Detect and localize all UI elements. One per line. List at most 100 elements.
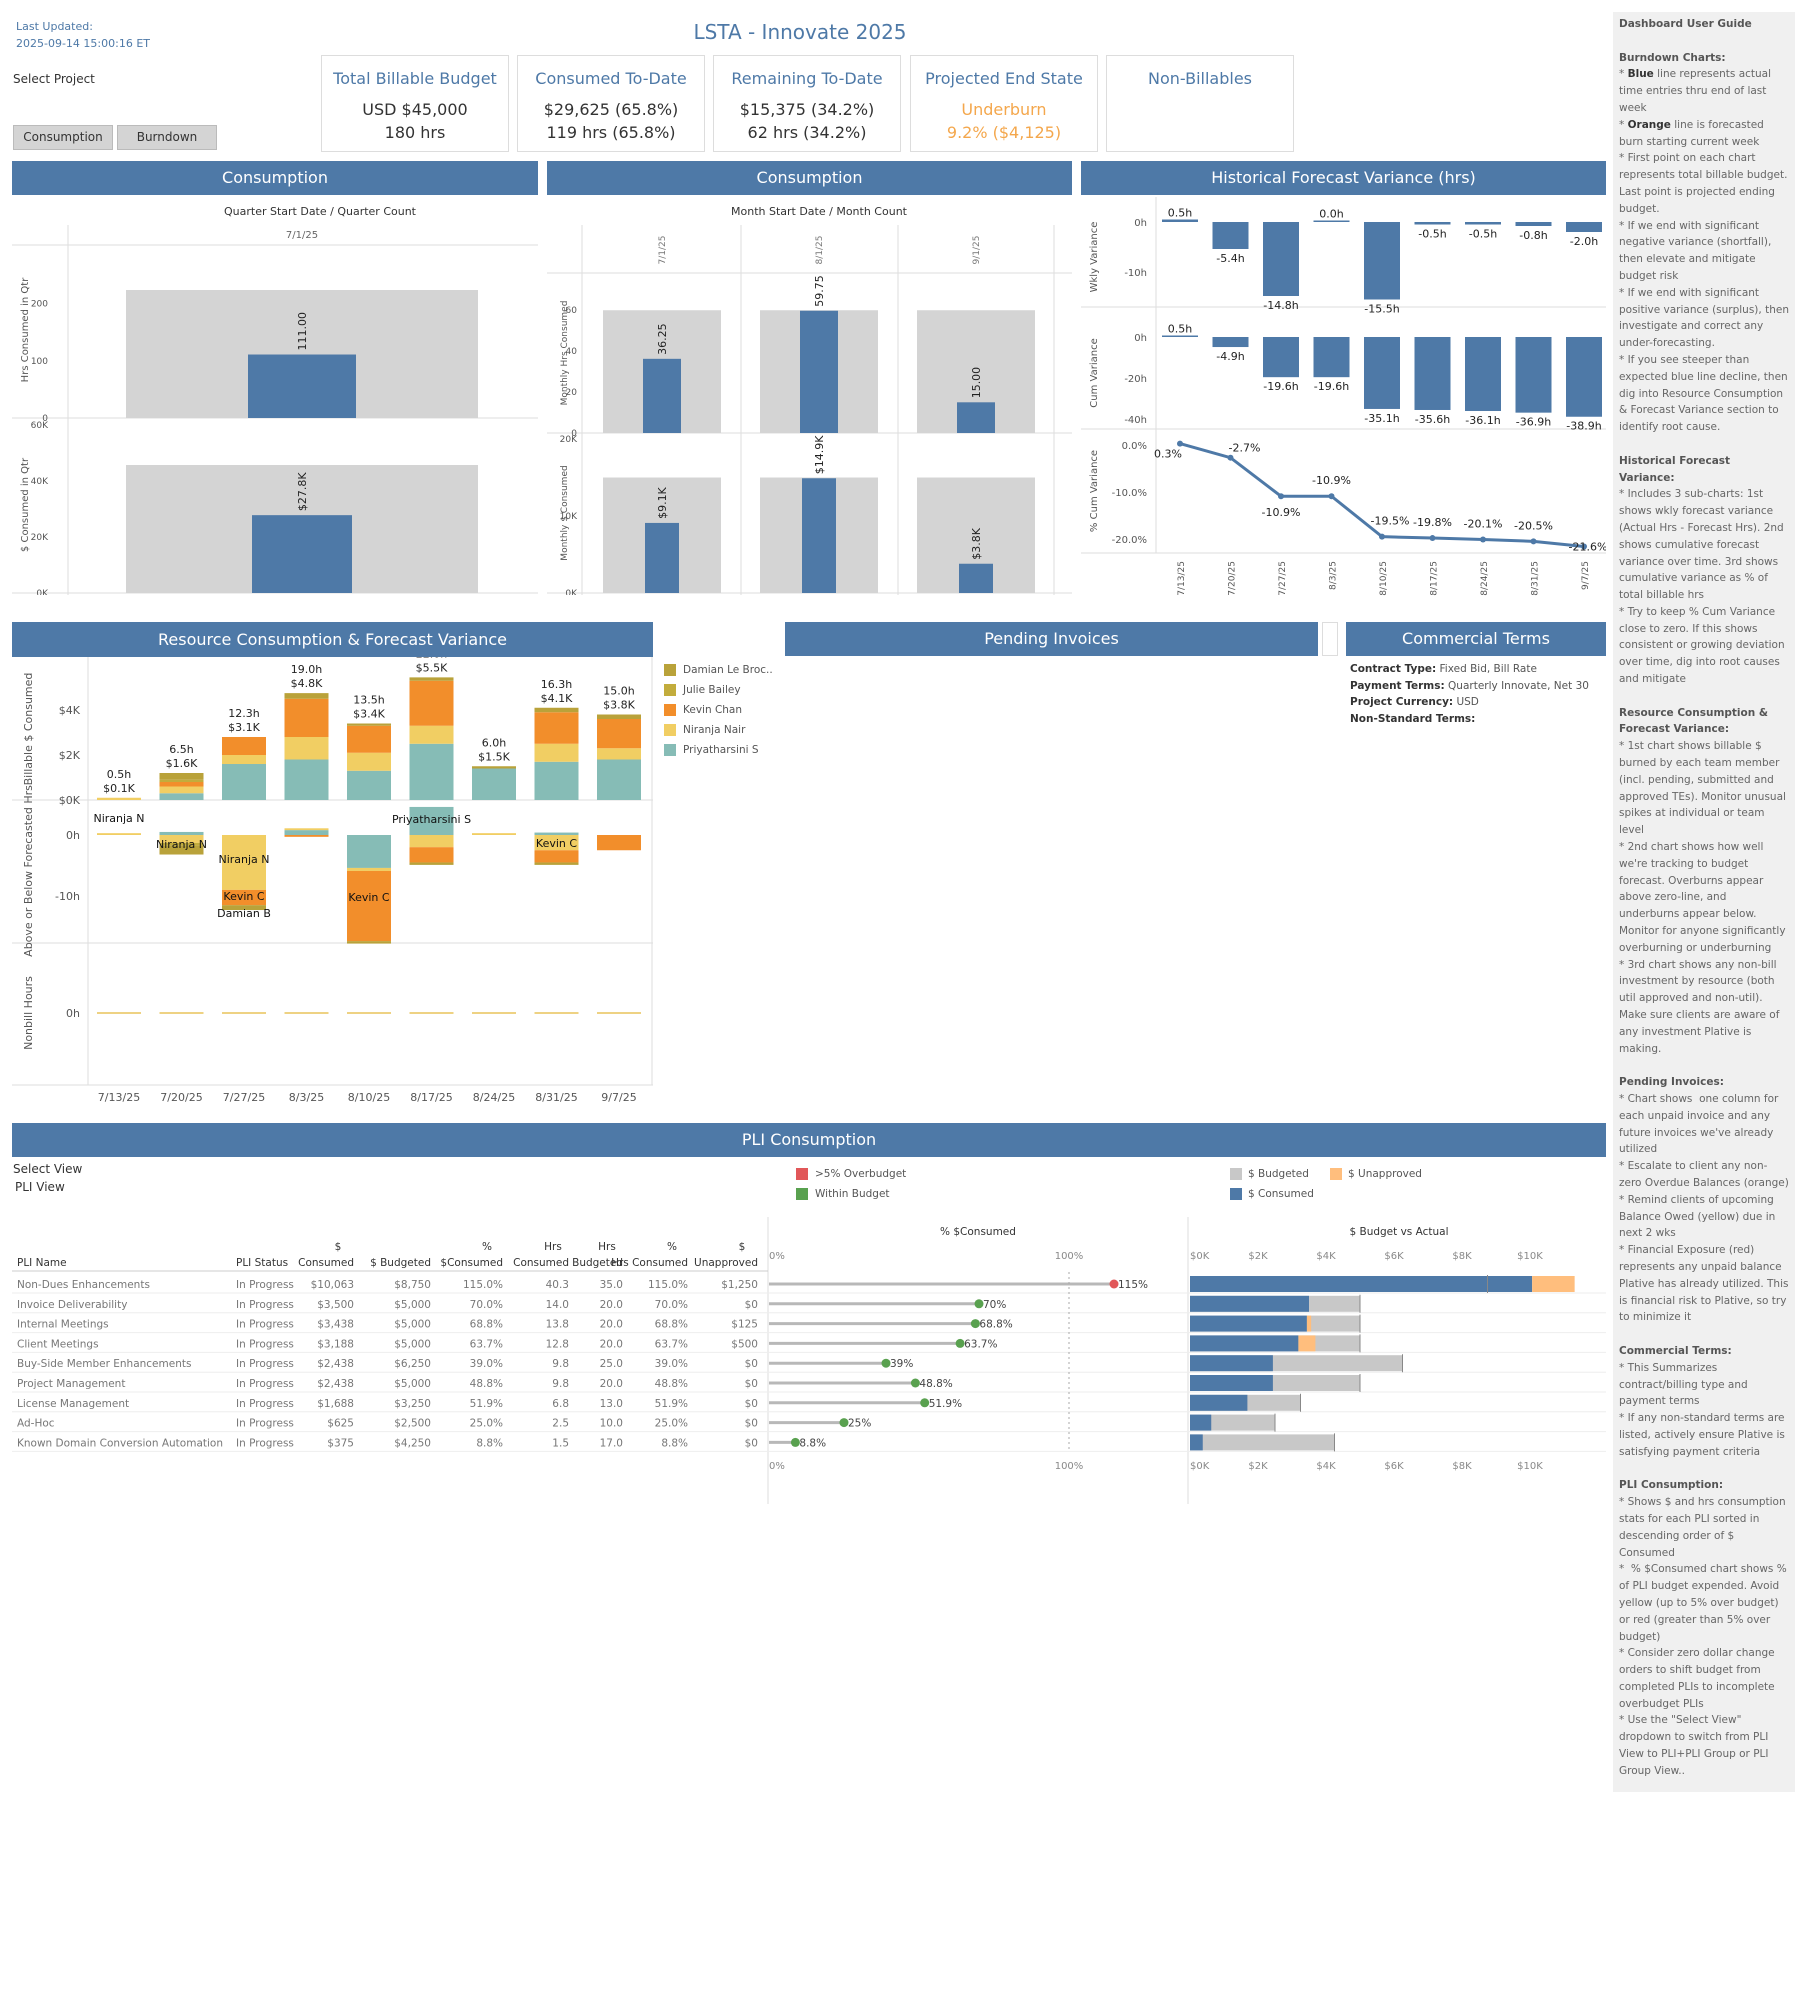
consumed-bar[interactable] [1190,1414,1212,1431]
variance-bar-segment[interactable] [409,806,454,835]
resource-bar-segment[interactable] [597,748,641,760]
resource-bar-segment[interactable] [534,707,579,713]
pct-lollipop-dot[interactable] [790,1437,800,1447]
resource-bar-segment[interactable] [222,737,266,755]
data-point[interactable] [1530,538,1537,545]
pct-lollipop-dot[interactable] [1109,1279,1119,1289]
select-project-label[interactable]: Select Project [13,72,95,86]
cum-variance-bar[interactable] [1313,337,1350,378]
variance-bar-segment[interactable] [347,835,391,868]
table-row[interactable]: License Management In Progress $1,688 $3,25… [12,1393,1606,1413]
variance-bar-segment[interactable] [472,833,516,835]
consumed-bar[interactable] [1190,1315,1307,1332]
resource-bar-segment[interactable] [159,773,204,780]
resource-bar-segment[interactable] [222,755,266,764]
variance-bar-segment[interactable] [534,832,579,835]
variance-bar-segment[interactable] [534,850,579,863]
variance-bar-segment[interactable] [409,835,454,848]
pct-lollipop-dot[interactable] [920,1398,930,1408]
cum-variance-bar[interactable] [1515,337,1552,413]
consumed-bar[interactable] [1190,1276,1533,1292]
resource-bar-segment[interactable] [284,693,329,699]
pct-lollipop-dot[interactable] [910,1378,920,1388]
resource-bar-segment[interactable] [159,779,204,782]
resource-bar-segment[interactable] [222,764,266,800]
consumed-bar[interactable] [802,478,836,593]
variance-bar-segment[interactable] [534,835,579,851]
consumed-bar[interactable] [1190,1394,1248,1411]
wkly-variance-bar[interactable] [1263,222,1299,296]
variance-bar-segment[interactable] [534,862,579,865]
wkly-variance-bar[interactable] [1566,222,1602,232]
consumed-bar[interactable] [800,310,838,433]
pct-lollipop-dot[interactable] [970,1319,980,1329]
resource-bar-segment[interactable] [347,770,391,800]
wkly-variance-bar[interactable] [1515,222,1552,226]
data-point[interactable] [1379,533,1385,540]
resource-bar-segment[interactable] [347,723,391,726]
consumed-bar[interactable] [643,358,681,433]
resource-bar-segment[interactable] [409,680,454,726]
resource-bar-segment[interactable] [159,782,204,787]
table-row[interactable]: Internal Meetings In Progress $3,438 $5,000… [12,1314,1606,1334]
variance-bar-segment[interactable] [284,835,329,837]
resource-bar-segment[interactable] [409,725,454,744]
table-row[interactable]: Project Management In Progress $2,438 $5,00… [12,1374,1606,1393]
resource-bar-segment[interactable] [159,786,204,794]
data-point[interactable] [1177,440,1183,447]
unapproved-bar[interactable] [1306,1315,1312,1332]
wkly-variance-bar[interactable] [1162,219,1198,223]
cum-variance-bar[interactable] [1465,337,1501,412]
resource-bar-segment[interactable] [534,712,579,744]
wkly-variance-bar[interactable] [1364,222,1400,300]
variance-bar-segment[interactable] [97,833,141,835]
legend-item[interactable]: $ Consumed [1230,1184,1422,1204]
resource-bar-segment[interactable] [597,714,641,720]
consumed-bar[interactable] [1190,1335,1299,1352]
variance-bar-segment[interactable] [159,835,204,843]
select-view-dropdown[interactable]: PLI View [15,1180,65,1194]
resource-bar-segment[interactable] [159,793,204,800]
resource-bar-segment[interactable] [534,761,579,800]
unapproved-bar[interactable] [1298,1335,1316,1352]
budget-bar[interactable] [1190,1434,1335,1451]
cum-variance-bar[interactable] [1364,337,1400,409]
legend-item[interactable]: $ Unapproved [1330,1168,1422,1180]
wkly-variance-bar[interactable] [1313,220,1350,223]
wkly-variance-bar[interactable] [1212,222,1249,249]
resource-bar-segment[interactable] [284,737,329,760]
consumed-bar[interactable] [959,563,993,593]
consumed-bar[interactable] [645,522,679,593]
consumed-bar[interactable] [1190,1295,1309,1312]
table-row[interactable]: Ad-Hoc In Progress $625 $2,500 25.0% 2.5 10.0 2… [12,1413,1606,1433]
tab-consumption[interactable]: Consumption [13,125,113,150]
data-point[interactable] [1581,543,1587,550]
table-row[interactable]: Non-Dues Enhancements In Progress $10,063 $… [12,1275,1606,1294]
pct-lollipop-dot[interactable] [881,1358,891,1368]
variance-bar-segment[interactable] [409,847,454,863]
cum-variance-bar[interactable] [1414,337,1451,410]
unapproved-bar[interactable] [1532,1276,1575,1292]
cum-variance-bar[interactable] [1162,335,1198,338]
resource-bar-segment[interactable] [472,766,516,769]
resource-bar-segment[interactable] [409,677,454,681]
variance-bar-segment[interactable] [222,889,266,906]
variance-bar-segment[interactable] [284,828,329,831]
resource-bar-segment[interactable] [347,752,391,771]
pct-lollipop-dot[interactable] [839,1418,849,1428]
consumed-bar[interactable] [1190,1375,1273,1391]
data-point[interactable] [1278,493,1284,500]
data-point[interactable] [1328,493,1335,500]
consumed-bar[interactable] [957,402,995,433]
variance-bar-segment[interactable] [159,842,204,846]
table-row[interactable]: Invoice Deliverability In Progress $3,500 $… [12,1294,1606,1314]
variance-bar-segment[interactable] [159,845,204,855]
resource-bar-segment[interactable] [597,759,641,801]
resource-bar-segment[interactable] [284,759,329,801]
variance-bar-segment[interactable] [347,870,391,942]
table-row[interactable]: Buy-Side Member Enhancements In Progress $… [12,1354,1606,1373]
variance-bar-segment[interactable] [222,835,266,890]
pct-lollipop-dot[interactable] [955,1338,965,1348]
variance-bar-segment[interactable] [597,835,641,851]
variance-bar-segment[interactable] [159,831,204,835]
